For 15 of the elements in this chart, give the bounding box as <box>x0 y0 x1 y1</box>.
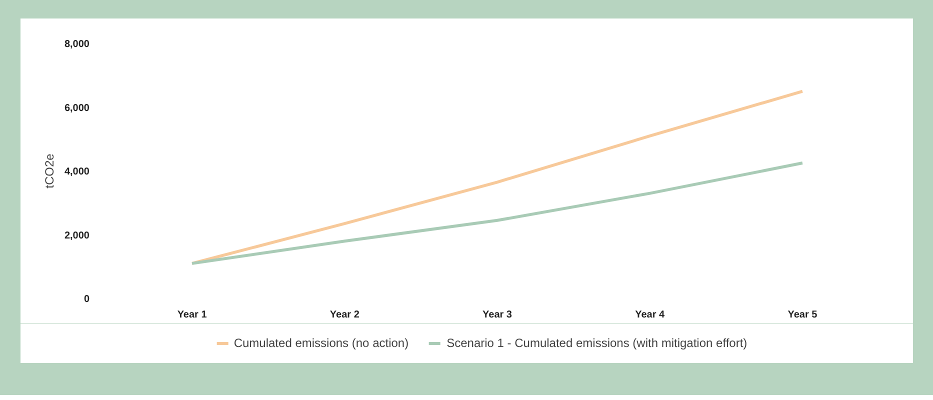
line-series <box>190 90 804 265</box>
y-axis-title: tCO2e <box>42 153 56 188</box>
line-series <box>190 162 804 265</box>
y-tick-label: 8,000 <box>64 39 90 50</box>
x-tick-label: Year 4 <box>635 310 666 320</box>
legend-label: Cumulated emissions (no action) <box>234 336 409 350</box>
y-tick-label: 0 <box>84 294 90 305</box>
x-tick-label: Year 2 <box>330 310 360 320</box>
x-tick-label: Year 1 <box>177 310 208 320</box>
y-tick-label: 6,000 <box>64 102 90 114</box>
y-tick-label: 2,000 <box>64 230 90 242</box>
x-tick-label: Year 3 <box>482 310 512 320</box>
x-tick-label: Year 5 <box>788 310 818 320</box>
y-tick-label: 4,000 <box>64 166 90 178</box>
legend-label: Scenario 1 - Cumulated emissions (with mitigation effort) <box>446 336 748 350</box>
